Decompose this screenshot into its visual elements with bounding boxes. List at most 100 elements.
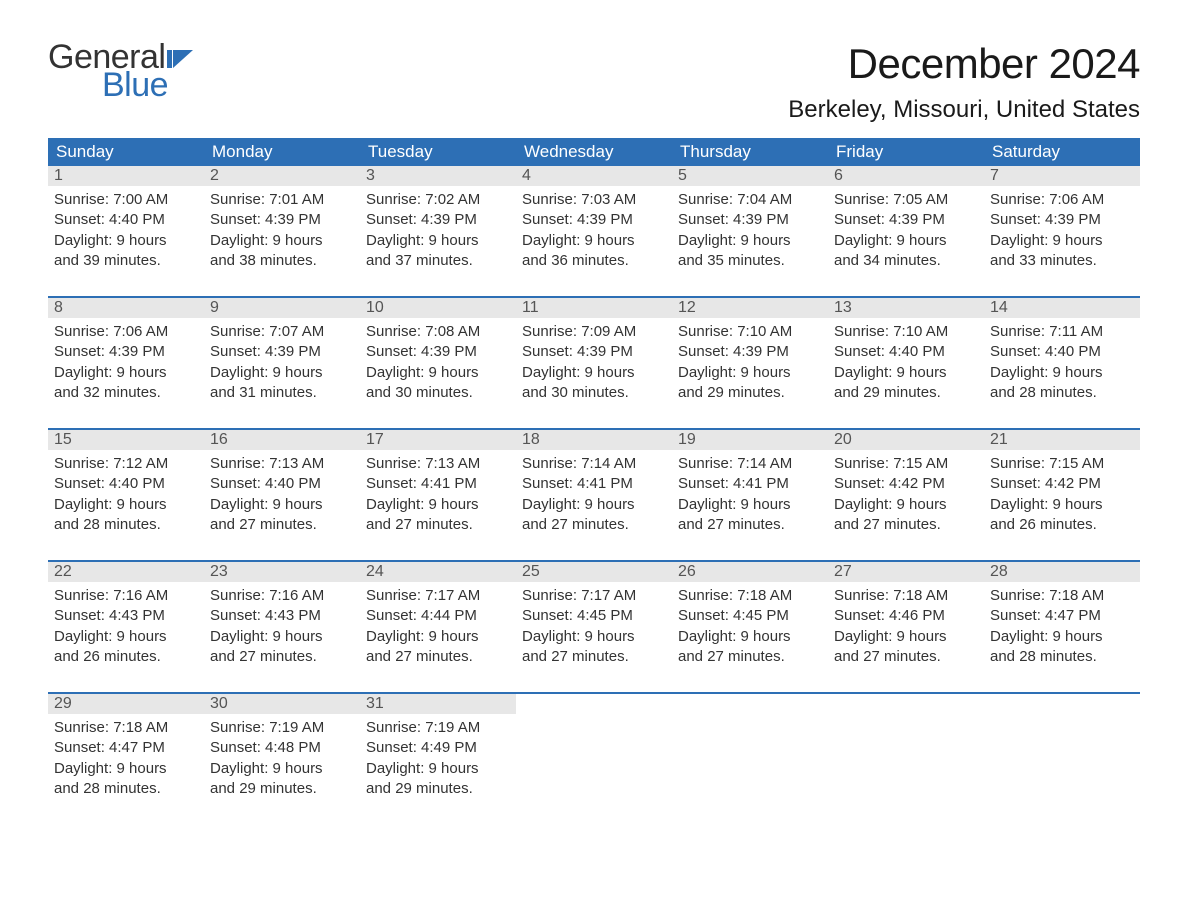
day-details: Sunrise: 7:18 AMSunset: 4:47 PMDaylight:… — [984, 582, 1140, 692]
day-details: Sunrise: 7:10 AMSunset: 4:40 PMDaylight:… — [828, 318, 984, 428]
day-details: Sunrise: 7:16 AMSunset: 4:43 PMDaylight:… — [48, 582, 204, 692]
daylight-line2: and 27 minutes. — [210, 647, 354, 667]
weekday-header-row: Sunday Monday Tuesday Wednesday Thursday… — [48, 138, 1140, 166]
calendar-day-cell: 5Sunrise: 7:04 AMSunset: 4:39 PMDaylight… — [672, 166, 828, 297]
day-number: 9 — [204, 298, 360, 318]
day-number: 27 — [828, 562, 984, 582]
sunset-text: Sunset: 4:40 PM — [990, 342, 1134, 362]
daylight-line2: and 26 minutes. — [54, 647, 198, 667]
daylight-line2: and 28 minutes. — [990, 647, 1134, 667]
daylight-line1: Daylight: 9 hours — [678, 231, 822, 251]
sunset-text: Sunset: 4:46 PM — [834, 606, 978, 626]
sunset-text: Sunset: 4:39 PM — [834, 210, 978, 230]
brand-logo: General Blue — [48, 40, 193, 102]
day-details: Sunrise: 7:17 AMSunset: 4:44 PMDaylight:… — [360, 582, 516, 692]
daylight-line2: and 27 minutes. — [678, 647, 822, 667]
sunset-text: Sunset: 4:43 PM — [210, 606, 354, 626]
sunset-text: Sunset: 4:47 PM — [990, 606, 1134, 626]
day-number: 5 — [672, 166, 828, 186]
calendar-day-cell: 7Sunrise: 7:06 AMSunset: 4:39 PMDaylight… — [984, 166, 1140, 297]
calendar-day-cell: 26Sunrise: 7:18 AMSunset: 4:45 PMDayligh… — [672, 561, 828, 693]
sunset-text: Sunset: 4:42 PM — [990, 474, 1134, 494]
day-number: 8 — [48, 298, 204, 318]
day-details: Sunrise: 7:18 AMSunset: 4:47 PMDaylight:… — [48, 714, 204, 824]
calendar-day-cell: 19Sunrise: 7:14 AMSunset: 4:41 PMDayligh… — [672, 429, 828, 561]
daylight-line1: Daylight: 9 hours — [678, 363, 822, 383]
calendar-day-cell: 1Sunrise: 7:00 AMSunset: 4:40 PMDaylight… — [48, 166, 204, 297]
daylight-line1: Daylight: 9 hours — [990, 363, 1134, 383]
day-details: Sunrise: 7:05 AMSunset: 4:39 PMDaylight:… — [828, 186, 984, 296]
day-number: 6 — [828, 166, 984, 186]
sunrise-text: Sunrise: 7:06 AM — [990, 190, 1134, 210]
day-number: 12 — [672, 298, 828, 318]
sunrise-text: Sunrise: 7:14 AM — [522, 454, 666, 474]
sunrise-text: Sunrise: 7:00 AM — [54, 190, 198, 210]
daylight-line1: Daylight: 9 hours — [834, 627, 978, 647]
day-details: Sunrise: 7:10 AMSunset: 4:39 PMDaylight:… — [672, 318, 828, 428]
daylight-line2: and 27 minutes. — [678, 515, 822, 535]
daylight-line1: Daylight: 9 hours — [210, 231, 354, 251]
sunrise-text: Sunrise: 7:15 AM — [834, 454, 978, 474]
location-subtitle: Berkeley, Missouri, United States — [788, 96, 1140, 124]
daylight-line2: and 27 minutes. — [210, 515, 354, 535]
daylight-line1: Daylight: 9 hours — [522, 231, 666, 251]
daylight-line2: and 36 minutes. — [522, 251, 666, 271]
sunrise-calendar: Sunday Monday Tuesday Wednesday Thursday… — [48, 138, 1140, 824]
day-details: Sunrise: 7:13 AMSunset: 4:40 PMDaylight:… — [204, 450, 360, 560]
daylight-line2: and 31 minutes. — [210, 383, 354, 403]
daylight-line1: Daylight: 9 hours — [366, 627, 510, 647]
day-details: Sunrise: 7:01 AMSunset: 4:39 PMDaylight:… — [204, 186, 360, 296]
day-number: 20 — [828, 430, 984, 450]
day-number: 11 — [516, 298, 672, 318]
day-details: Sunrise: 7:16 AMSunset: 4:43 PMDaylight:… — [204, 582, 360, 692]
daylight-line2: and 32 minutes. — [54, 383, 198, 403]
calendar-day-cell: 28Sunrise: 7:18 AMSunset: 4:47 PMDayligh… — [984, 561, 1140, 693]
daylight-line1: Daylight: 9 hours — [210, 627, 354, 647]
daylight-line1: Daylight: 9 hours — [834, 363, 978, 383]
daylight-line2: and 37 minutes. — [366, 251, 510, 271]
day-number: 15 — [48, 430, 204, 450]
day-details: Sunrise: 7:11 AMSunset: 4:40 PMDaylight:… — [984, 318, 1140, 428]
calendar-week-row: 22Sunrise: 7:16 AMSunset: 4:43 PMDayligh… — [48, 561, 1140, 693]
weekday-header: Tuesday — [360, 138, 516, 166]
logo-word-blue: Blue — [102, 68, 193, 102]
daylight-line1: Daylight: 9 hours — [210, 363, 354, 383]
sunset-text: Sunset: 4:39 PM — [678, 342, 822, 362]
daylight-line2: and 28 minutes. — [990, 383, 1134, 403]
daylight-line2: and 30 minutes. — [522, 383, 666, 403]
calendar-day-cell: 24Sunrise: 7:17 AMSunset: 4:44 PMDayligh… — [360, 561, 516, 693]
sunset-text: Sunset: 4:41 PM — [678, 474, 822, 494]
daylight-line1: Daylight: 9 hours — [210, 495, 354, 515]
sunrise-text: Sunrise: 7:05 AM — [834, 190, 978, 210]
calendar-day-cell: 10Sunrise: 7:08 AMSunset: 4:39 PMDayligh… — [360, 297, 516, 429]
daylight-line2: and 39 minutes. — [54, 251, 198, 271]
sunset-text: Sunset: 4:40 PM — [54, 210, 198, 230]
day-number: 17 — [360, 430, 516, 450]
daylight-line1: Daylight: 9 hours — [366, 231, 510, 251]
daylight-line1: Daylight: 9 hours — [678, 495, 822, 515]
sunrise-text: Sunrise: 7:18 AM — [834, 586, 978, 606]
weekday-header: Thursday — [672, 138, 828, 166]
daylight-line1: Daylight: 9 hours — [990, 495, 1134, 515]
calendar-day-cell: 6Sunrise: 7:05 AMSunset: 4:39 PMDaylight… — [828, 166, 984, 297]
weekday-header: Monday — [204, 138, 360, 166]
sunrise-text: Sunrise: 7:13 AM — [366, 454, 510, 474]
sunset-text: Sunset: 4:40 PM — [54, 474, 198, 494]
calendar-day-cell: 22Sunrise: 7:16 AMSunset: 4:43 PMDayligh… — [48, 561, 204, 693]
day-number: 19 — [672, 430, 828, 450]
sunset-text: Sunset: 4:40 PM — [834, 342, 978, 362]
calendar-day-cell: . — [984, 693, 1140, 824]
calendar-day-cell: 29Sunrise: 7:18 AMSunset: 4:47 PMDayligh… — [48, 693, 204, 824]
day-number: 25 — [516, 562, 672, 582]
day-details: Sunrise: 7:02 AMSunset: 4:39 PMDaylight:… — [360, 186, 516, 296]
calendar-day-cell: 2Sunrise: 7:01 AMSunset: 4:39 PMDaylight… — [204, 166, 360, 297]
daylight-line2: and 28 minutes. — [54, 515, 198, 535]
day-details: Sunrise: 7:14 AMSunset: 4:41 PMDaylight:… — [672, 450, 828, 560]
calendar-day-cell: 9Sunrise: 7:07 AMSunset: 4:39 PMDaylight… — [204, 297, 360, 429]
daylight-line2: and 27 minutes. — [834, 515, 978, 535]
calendar-day-cell: 16Sunrise: 7:13 AMSunset: 4:40 PMDayligh… — [204, 429, 360, 561]
sunset-text: Sunset: 4:44 PM — [366, 606, 510, 626]
sunrise-text: Sunrise: 7:19 AM — [366, 718, 510, 738]
sunrise-text: Sunrise: 7:18 AM — [990, 586, 1134, 606]
sunset-text: Sunset: 4:39 PM — [522, 342, 666, 362]
